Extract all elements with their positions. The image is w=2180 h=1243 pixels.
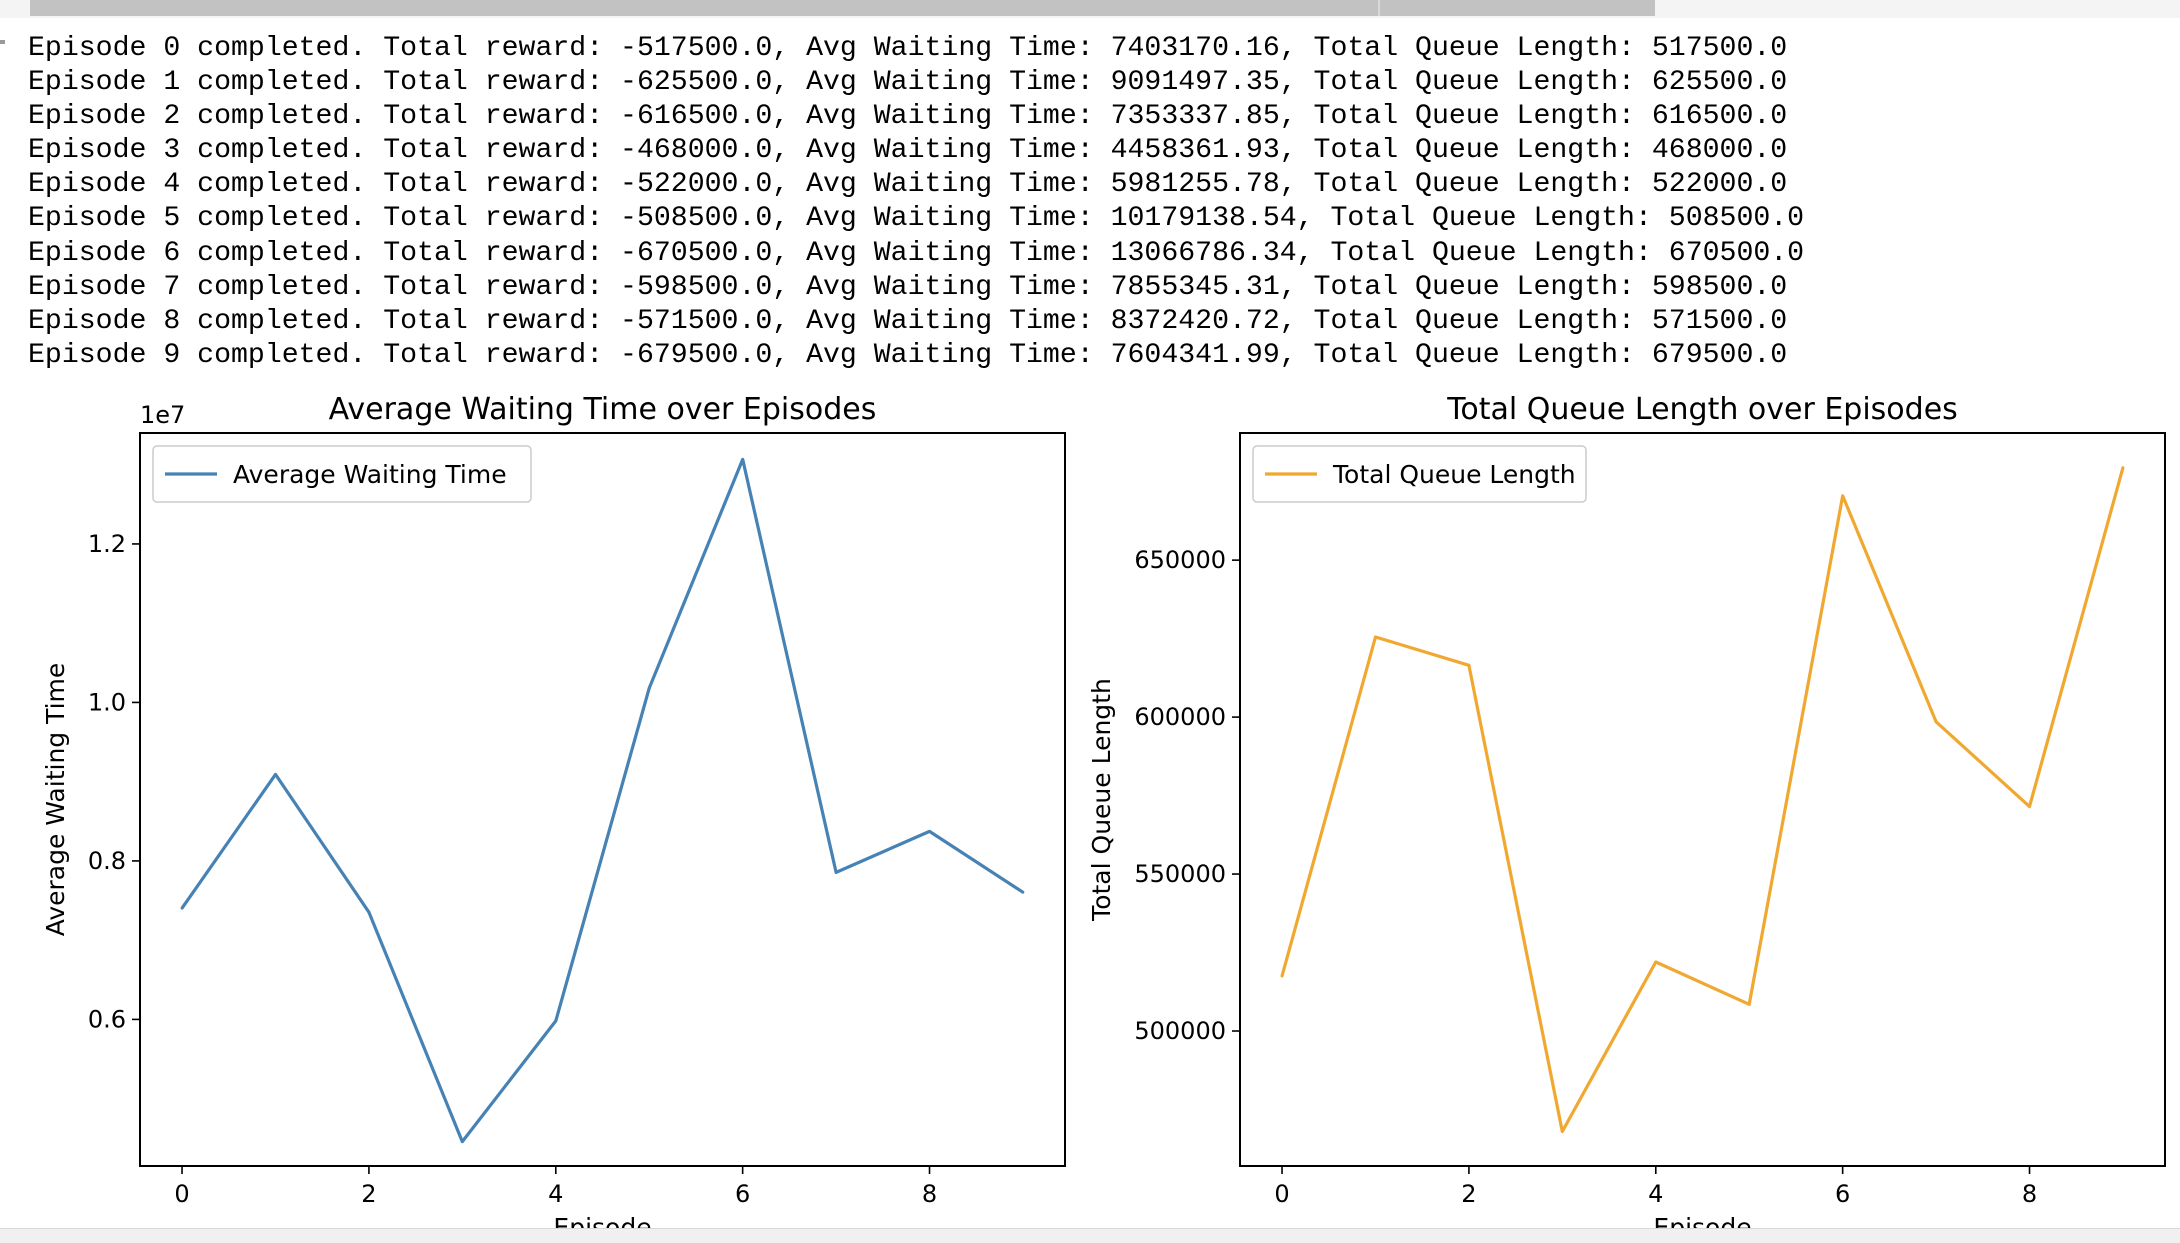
x-tick-label: 2 (1461, 1180, 1476, 1208)
x-tick-label: 6 (735, 1180, 750, 1208)
log-line: Episode 4 completed. Total reward: -5220… (28, 169, 1788, 201)
log-line: Episode 1 completed. Total reward: -6255… (28, 67, 1788, 99)
y-tick-label: 500000 (1134, 1017, 1226, 1045)
log-line: Episode 7 completed. Total reward: -5985… (28, 271, 1788, 303)
data-point (928, 830, 931, 833)
data-point (647, 686, 651, 690)
log-line: Episode 5 completed. Total reward: -5085… (28, 203, 1805, 235)
legend-label: Average Waiting Time (233, 460, 507, 489)
chart-svg: Total Queue Length over Episodes 0 2 4 6 8 500… (1090, 392, 2166, 1240)
bottom-scrollbar[interactable] (0, 1228, 2180, 1243)
legend-box (152, 445, 532, 503)
data-point (554, 1019, 558, 1023)
legend-label: Total Queue Length (1332, 460, 1576, 489)
series-line (180, 457, 1024, 1144)
x-tick-label: 8 (2022, 1180, 2037, 1208)
data-point (1841, 494, 1845, 498)
scrollbar-divider (1378, 0, 1380, 16)
x-tick-label: 4 (548, 1180, 563, 1208)
data-point (460, 1140, 464, 1143)
data-point (2121, 466, 2125, 469)
data-point (1021, 890, 1025, 894)
chart-title: Total Queue Length over Episodes (1446, 392, 1958, 427)
log-line: Episode 3 completed. Total reward: -4680… (28, 135, 1788, 167)
y-offset-label: 1e7 (140, 401, 185, 429)
x-tick-label: 4 (1648, 1180, 1663, 1208)
queue-length-chart: Total Queue Length over Episodes 0 2 4 6 8 500… (1090, 380, 2180, 1240)
x-tick-label: 8 (922, 1180, 937, 1208)
log-line: Episode 8 completed. Total reward: -5715… (28, 305, 1788, 337)
legend: Average Waiting Time (152, 445, 532, 503)
data-point (741, 458, 745, 461)
log-line: Episode 2 completed. Total reward: -6165… (28, 101, 1788, 133)
data-point (1560, 1130, 1564, 1133)
data-point (1467, 663, 1471, 667)
log-line: Episode 9 completed. Total reward: -6795… (28, 339, 1788, 371)
data-point (180, 906, 184, 910)
plot-frame (1239, 432, 2166, 1167)
x-tick-label: 0 (174, 1180, 189, 1208)
y-tick-label: 550000 (1134, 860, 1226, 888)
data-point (274, 773, 277, 776)
data-point (367, 910, 371, 914)
output-marker (0, 40, 5, 44)
y-tick-label: 1.2 (88, 530, 126, 558)
data-point (1747, 1002, 1751, 1006)
series-line (1280, 467, 2125, 1134)
data-point (834, 870, 838, 874)
chart-svg: Average Waiting Time over Episodes 1e7 0 2 4… (41, 392, 1066, 1240)
x-tick-label: 6 (1835, 1180, 1850, 1208)
y-tick-label: 0.6 (88, 1005, 126, 1033)
log-line: Episode 0 completed. Total reward: -5175… (28, 33, 1788, 64)
data-point (2028, 805, 2031, 808)
y-axis-label: Total Queue Length (1090, 678, 1116, 922)
waiting-time-chart: Average Waiting Time over Episodes 1e7 0 2 4… (0, 380, 1090, 1240)
horizontal-scrollbar[interactable] (0, 0, 2180, 18)
x-tick-label: 0 (1274, 1180, 1289, 1208)
cell-output-log: Episode 0 completed. Total reward: -5175… (28, 32, 1804, 373)
data-point (1934, 720, 1938, 724)
y-tick-label: 0.8 (88, 847, 126, 875)
data-point (1374, 635, 1377, 639)
data-point (1280, 974, 1284, 978)
x-tick-label: 2 (361, 1180, 376, 1208)
legend: Total Queue Length (1252, 445, 1587, 503)
log-line: Episode 6 completed. Total reward: -6705… (28, 237, 1805, 269)
plot-frame (139, 432, 1066, 1167)
y-tick-label: 1.0 (88, 688, 126, 716)
y-tick-label: 600000 (1134, 703, 1226, 731)
data-point (1654, 960, 1658, 964)
y-axis-label: Average Waiting Time (41, 663, 70, 937)
y-tick-label: 650000 (1134, 546, 1226, 574)
legend-box (1252, 445, 1587, 503)
scrollbar-thumb[interactable] (30, 0, 1655, 16)
chart-title: Average Waiting Time over Episodes (329, 392, 877, 427)
